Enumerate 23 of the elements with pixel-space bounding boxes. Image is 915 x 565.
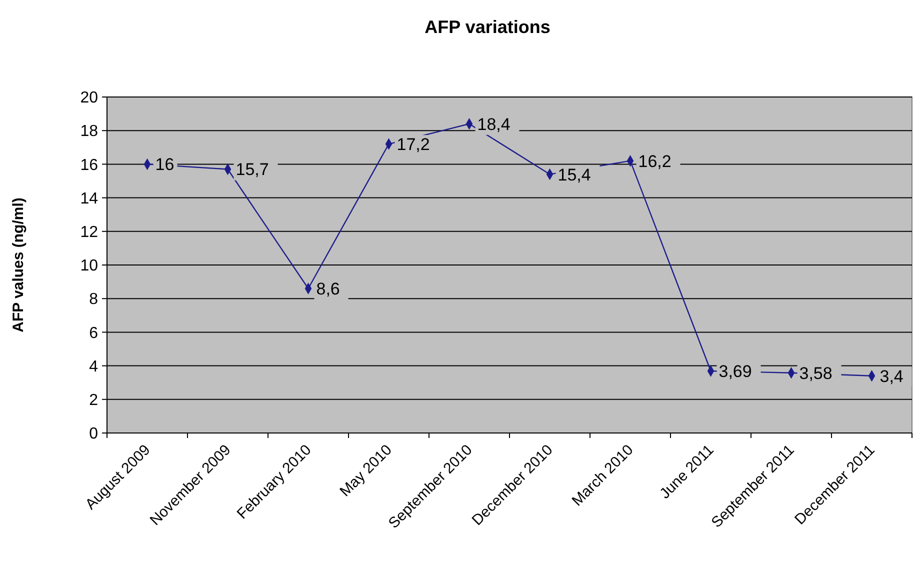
data-label: 15,7 bbox=[236, 160, 269, 180]
y-tick-label: 18 bbox=[80, 123, 98, 140]
y-tick-label: 4 bbox=[89, 358, 98, 376]
data-label: 17,2 bbox=[396, 135, 430, 154]
data-label: 15,4 bbox=[558, 165, 591, 184]
y-tick-label: 10 bbox=[80, 258, 98, 275]
data-label: 16 bbox=[155, 155, 174, 174]
y-tick-label: 8 bbox=[89, 291, 98, 308]
data-label: 3,69 bbox=[718, 362, 752, 382]
data-label: 3,58 bbox=[799, 364, 832, 383]
y-tick-label: 16 bbox=[80, 156, 98, 174]
y-tick-label: 6 bbox=[89, 324, 98, 342]
y-tick-label: 0 bbox=[89, 426, 98, 443]
data-label: 16,2 bbox=[638, 152, 672, 171]
y-tick-label: 12 bbox=[80, 224, 98, 241]
chart-title: AFP variations bbox=[424, 17, 550, 37]
data-label: 8,6 bbox=[316, 280, 340, 299]
y-tick-label: 20 bbox=[80, 90, 98, 107]
data-label: 18,4 bbox=[477, 114, 510, 134]
y-axis-title: AFP values (ng/ml) bbox=[10, 198, 27, 332]
y-tick-label: 2 bbox=[89, 392, 98, 409]
data-label: 3,4 bbox=[880, 366, 904, 386]
y-tick-label: 14 bbox=[80, 190, 98, 208]
